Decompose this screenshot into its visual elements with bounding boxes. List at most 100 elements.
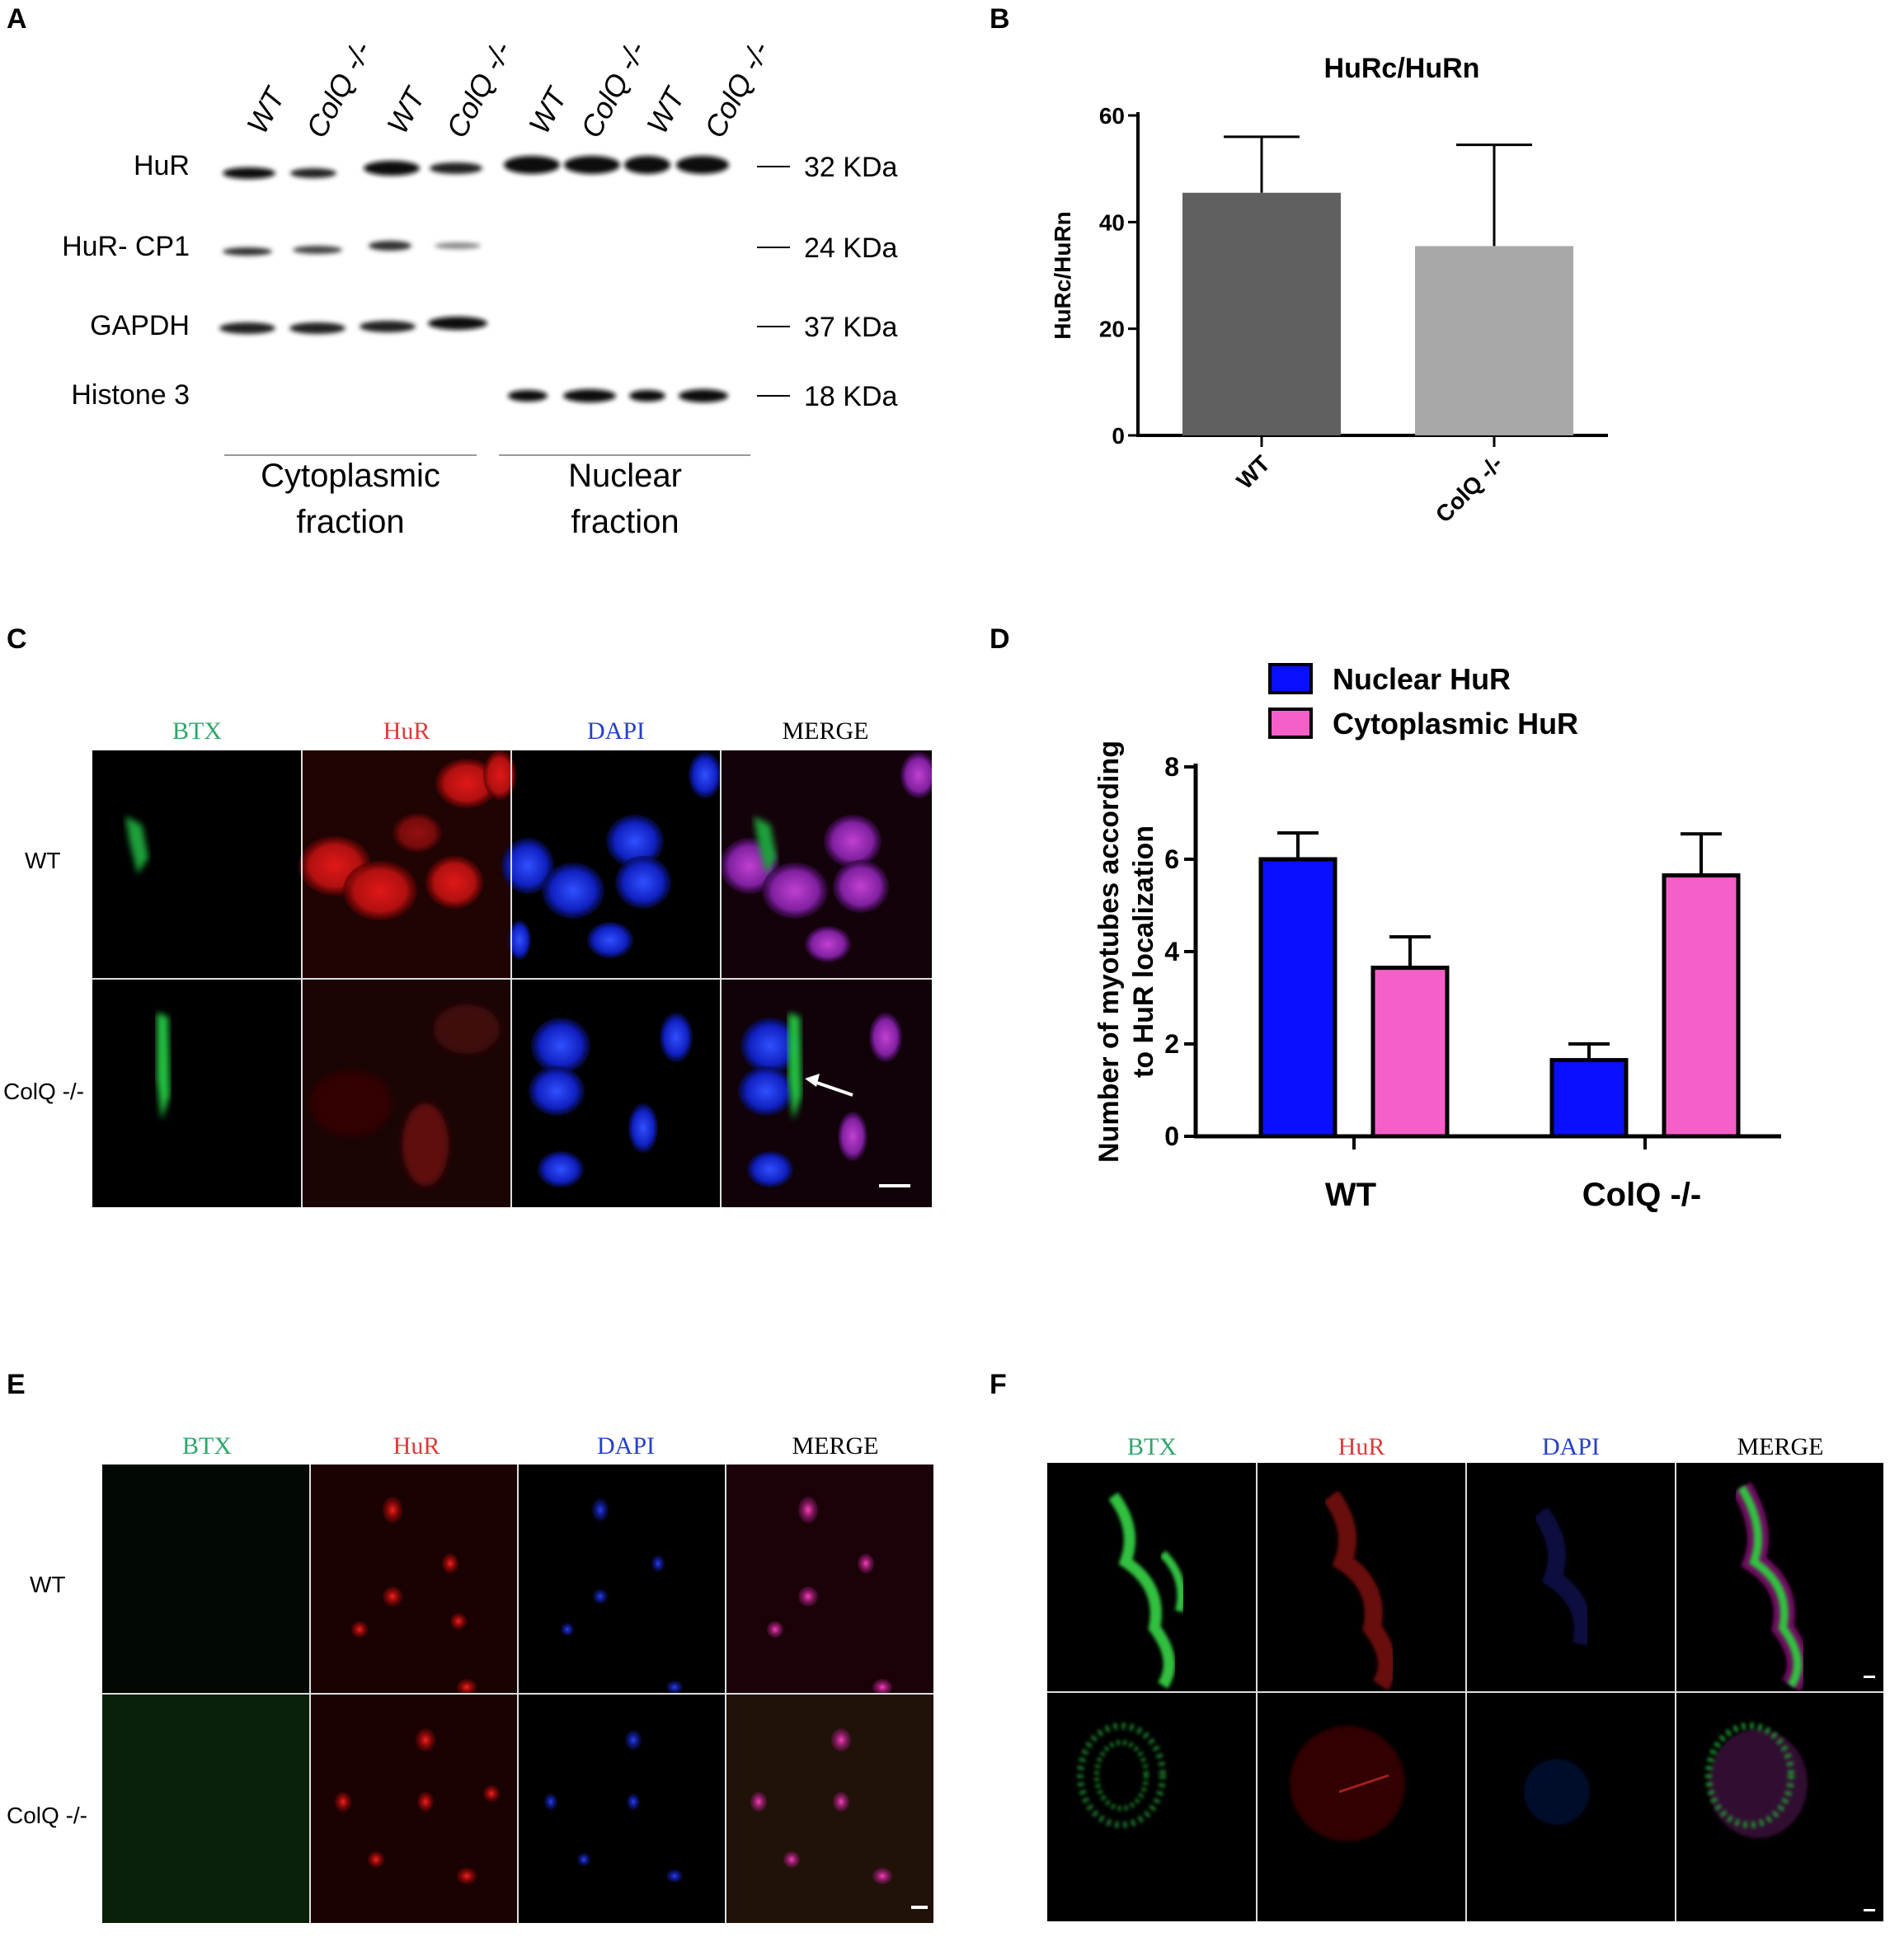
row-label-wt: WT [25, 848, 61, 873]
chart-title: HuRc/HuRn [1324, 53, 1480, 84]
blot-bands [219, 156, 729, 402]
micrograph-dapi-tissue-1 [1533, 1507, 1592, 1647]
micrograph-btx-tissue-1 [1108, 1492, 1186, 1689]
micrograph-hur-tissue-1 [1323, 1490, 1396, 1691]
bar [1415, 246, 1573, 435]
micrograph-grid-e [102, 1465, 933, 1923]
micrograph-hur-tissue-2 [1290, 1726, 1405, 1841]
legend-label: Nuclear HuR [1333, 662, 1511, 696]
channel-header-dapi: DAPI [1541, 1433, 1600, 1460]
panel-letter-d: D [990, 623, 1010, 655]
micrograph-hur-colq [302, 980, 511, 1207]
western-blot: WT ColQ -/- WT ColQ -/- WT ColQ -/- WT C… [62, 35, 897, 540]
channel-header-hur: HuR [383, 717, 430, 745]
lane-label: ColQ -/- [698, 35, 776, 143]
y-axis-label: to HuR localization [1128, 825, 1159, 1078]
x-tick-label: WT [1232, 450, 1276, 494]
panel-letter-b: B [990, 3, 1010, 35]
lane-label: WT [522, 80, 575, 139]
y-tick-label: 20 [1099, 317, 1125, 342]
channel-header-hur: HuR [393, 1432, 440, 1460]
y-tick-label: 40 [1099, 209, 1125, 235]
lane-label: WT [380, 80, 433, 139]
row-label-colq: ColQ -/- [7, 1803, 87, 1828]
protein-label: Histone 3 [71, 379, 190, 411]
channel-header-btx: BTX [1127, 1433, 1177, 1460]
channel-header-merge: MERGE [1737, 1433, 1824, 1460]
panel-letter-e: E [7, 1369, 26, 1400]
protein-label: GAPDH [90, 310, 190, 341]
y-tick-label: 2 [1164, 1029, 1179, 1059]
fraction-label: Cytoplasmic [261, 458, 440, 494]
micrograph-dapi-tissue-2 [1524, 1759, 1590, 1825]
micrograph-dapi-colq [544, 1730, 683, 1883]
panel-letter-a: A [7, 3, 27, 35]
scale-bar [1864, 1676, 1875, 1678]
micrograph-dapi-wt [501, 752, 722, 960]
y-tick-label: 60 [1099, 103, 1125, 129]
y-tick-label: 4 [1164, 937, 1179, 966]
fraction-label: fraction [571, 504, 679, 540]
micrograph-dapi-wt [561, 1498, 683, 1694]
size-label: 37 KDa [804, 312, 897, 343]
channel-header-btx: BTX [182, 1432, 232, 1460]
lane-labels: WT ColQ -/- WT ColQ -/- WT ColQ -/- WT C… [240, 35, 776, 143]
lane-label: ColQ -/- [440, 35, 518, 143]
lane-label: WT [240, 80, 293, 139]
scale-bar [879, 1184, 910, 1187]
lane-label: ColQ -/- [574, 35, 652, 143]
micrograph-merge-tissue-1 [1732, 1482, 1875, 1692]
x-tick-label: ColQ -/- [1582, 1177, 1701, 1213]
x-tick-label: WT [1325, 1177, 1376, 1213]
size-label: 18 KDa [804, 381, 897, 412]
micrograph-dapi-colq [529, 1013, 693, 1187]
micrograph-hur-colq [310, 1695, 518, 1923]
micrograph-grid-c [92, 750, 932, 1207]
channel-header-btx: BTX [172, 717, 222, 745]
protein-label: HuR- CP1 [62, 231, 190, 262]
y-tick-label: 8 [1164, 752, 1179, 782]
lane-label: ColQ -/- [299, 35, 378, 143]
panel-letter-c: C [7, 623, 27, 655]
scale-bar [1864, 1909, 1875, 1911]
row-label-colq: ColQ -/- [3, 1079, 84, 1104]
micrograph-merge-tissue-2 [1705, 1723, 1875, 1911]
size-label: 32 KDa [804, 152, 897, 183]
micrograph-hur-wt [310, 1465, 518, 1695]
channel-header-dapi: DAPI [586, 717, 645, 745]
scale-bar [911, 1906, 928, 1909]
micrograph-merge-wt [720, 750, 932, 978]
micrograph-btx-wt [125, 816, 148, 874]
bar [1370, 966, 1450, 1139]
bar [1258, 857, 1338, 1139]
protein-label: HuR [134, 150, 190, 181]
row-label-wt: WT [30, 1572, 66, 1597]
bar [1182, 192, 1341, 435]
micrograph-btx-tissue-2 [1077, 1723, 1166, 1828]
micrograph-grid-f [1047, 1463, 1883, 1921]
channel-header-dapi: DAPI [596, 1432, 655, 1460]
micrograph-btx-colq [157, 1013, 170, 1120]
micrograph-hur-wt [299, 750, 516, 978]
panel-letter-f: F [990, 1369, 1007, 1400]
channel-header-merge: MERGE [782, 717, 869, 745]
x-tick-label: ColQ -/- [1431, 450, 1507, 527]
lane-label: WT [640, 80, 693, 139]
size-label: 24 KDa [804, 233, 897, 264]
y-tick-label: 6 [1164, 844, 1179, 874]
chart-b: HuRc/HuRn HuRc/HuRn 0 20 40 60 WT ColQ -/- [1050, 53, 1608, 528]
y-axis-label: HuRc/HuRn [1050, 211, 1075, 340]
fraction-label: Nuclear [568, 458, 682, 494]
channel-header-hur: HuR [1338, 1433, 1385, 1460]
legend-swatch [1268, 663, 1313, 694]
y-tick-label: 0 [1112, 423, 1125, 449]
chart-d: Number of myotubes according to HuR local… [1093, 662, 1781, 1213]
micrograph-merge-colq [726, 1695, 933, 1923]
legend-swatch [1268, 708, 1313, 739]
y-tick-label: 0 [1164, 1121, 1179, 1151]
size-markers: 32 KDa 24 KDa 37 KDa 18 KDa [757, 152, 897, 412]
channel-header-merge: MERGE [792, 1432, 879, 1460]
micrograph-merge-wt [726, 1465, 933, 1695]
legend-label: Cytoplasmic HuR [1333, 707, 1578, 740]
micrograph-merge-colq [721, 980, 930, 1207]
